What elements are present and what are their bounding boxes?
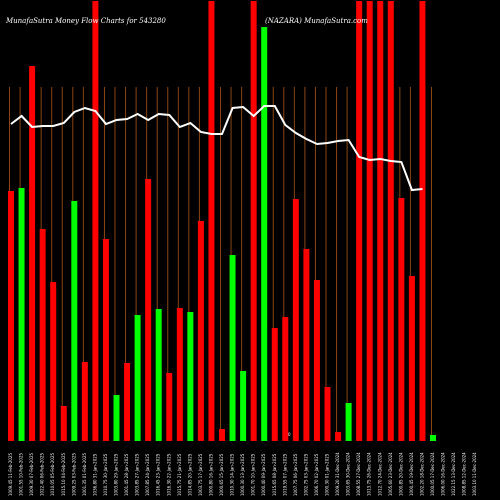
bar [398, 198, 405, 441]
bar [145, 179, 152, 441]
x-tick-label: 1002.75 03-Jan-2025 [303, 453, 308, 496]
x-tick-label: 1036.80 31-Jan-2025 [92, 453, 97, 496]
bar [155, 309, 162, 441]
bar [29, 66, 36, 441]
x-tick-label: 1003.85 27-Jan-2025 [135, 453, 140, 496]
x-tick-label: 1001.70 10-Jan-2025 [251, 453, 256, 496]
x-tick-label: 1006.00 16-Dec-2024 [441, 452, 446, 496]
bar [92, 1, 99, 441]
bar [134, 315, 141, 441]
x-tick-label: 1009.25 03-Feb-2025 [71, 452, 76, 496]
x-tick-label: 1003.80 29-Jan-2025 [114, 453, 119, 496]
x-tick-label: 1022.15 13-Dec-2024 [451, 452, 456, 496]
x-axis-labels: 1009.45 11-Feb-2025 1001.55 10-Feb-2025 10… [8, 452, 477, 496]
zero-marker-label: 0 [288, 432, 291, 437]
bar [419, 1, 426, 441]
bar [324, 387, 331, 441]
bar [187, 312, 194, 441]
bar [271, 328, 278, 441]
x-tick-label: 1009.30 07-Feb-2025 [29, 452, 34, 496]
bar [197, 221, 204, 441]
bar [60, 406, 67, 441]
x-tick-label: 1012.70 24-Dec-2024 [377, 452, 382, 496]
x-tick-label: 1014.85 20-Jan-2025 [187, 453, 192, 496]
x-tick-label: 1000.85 20-Dec-2024 [398, 452, 403, 496]
x-tick-label: 1003.65 30-Dec-2024 [346, 452, 351, 496]
x-tick-label: 1000.65 15-Jan-2025 [219, 453, 224, 496]
bar [229, 255, 236, 441]
chart-subtitle: (NAZARA) MunafaSutra.com [265, 17, 368, 25]
bar [71, 201, 78, 441]
bar [250, 1, 257, 441]
bar [366, 1, 373, 441]
bar [102, 239, 109, 441]
x-tick-label: 1019.55 07-Jan-2025 [282, 453, 287, 496]
x-tick-label: 1001.35 01-Feb-2025 [82, 452, 87, 496]
bar [430, 435, 436, 441]
bar [313, 280, 320, 441]
x-tick-label: 1000.30 13-Jan-2025 [240, 453, 245, 496]
x-tick-label: 1015.10 04-Feb-2025 [61, 452, 66, 496]
x-tick-label: 1007.75 06-Jan-2025 [293, 453, 298, 496]
x-tick-label: 1010.05 05-Feb-2025 [50, 452, 55, 496]
x-tick-label: 1009.45 11-Feb-2025 [8, 452, 13, 496]
x-tick-label: 1010.75 30-Jan-2025 [103, 453, 108, 496]
bar [408, 276, 415, 441]
x-tick-label: 1015.75 21-Jan-2025 [177, 453, 182, 496]
x-tick-label: 1000.45 19-Dec-2024 [409, 452, 414, 496]
bar [303, 249, 310, 441]
x-tick-label: 1009.20 31-Dec-2024 [335, 452, 340, 496]
bar [176, 308, 183, 441]
x-tick-label: 1008.55 27-Dec-2024 [356, 452, 361, 496]
x-tick-label: 1007.85 24-Jan-2025 [145, 453, 150, 496]
x-tick-label: 1013.75 26-Dec-2024 [367, 452, 372, 496]
x-tick-label: 1016.30 22-Jan-2025 [166, 453, 171, 496]
x-tick-label: 1003.75 17-Jan-2025 [198, 453, 203, 496]
x-tick-label: 1000.30 01-Jan-2025 [325, 453, 330, 496]
bars [8, 1, 436, 441]
x-tick-label: 1002.20 18-Dec-2024 [419, 452, 424, 496]
bar [8, 191, 14, 441]
x-tick-label: 1001.45 28-Jan-2025 [124, 453, 129, 496]
bar [124, 363, 131, 441]
bar [282, 317, 289, 441]
bar [240, 371, 247, 441]
bar [335, 432, 342, 441]
bar [81, 362, 88, 441]
chart-title: MunafaSutra Money Flow Charts for 543280 [5, 17, 166, 25]
x-tick-label: 1016.45 23-Jan-2025 [156, 453, 161, 496]
bar [377, 1, 384, 441]
x-tick-label: 1015.65 08-Jan-2025 [272, 453, 277, 496]
bar [261, 27, 268, 441]
bar [208, 1, 215, 441]
bar [113, 395, 120, 441]
x-tick-label: 1006.70 02-Jan-2025 [314, 453, 319, 496]
x-tick-label: 1000.40 09-Jan-2025 [261, 453, 266, 496]
x-tick-label: 1010.30 14-Jan-2025 [230, 453, 235, 496]
bar [356, 1, 363, 441]
x-tick-label: 1000.05 17-Dec-2024 [430, 452, 435, 496]
bar [39, 229, 46, 441]
x-tick-label: 1000.80 16-Jan-2025 [208, 453, 213, 496]
x-tick-label: 1005.60 23-Dec-2024 [388, 452, 393, 496]
x-tick-label: 1008.85 12-Dec-2024 [462, 452, 467, 496]
money-flow-line [10, 105, 423, 192]
bar [219, 429, 225, 441]
bar [345, 403, 352, 441]
bar [50, 282, 57, 441]
x-tick-label: 1003.10 11-Dec-2024 [472, 452, 477, 496]
bar [166, 373, 173, 441]
bar [292, 199, 299, 441]
x-tick-label: 1022.40 06-Feb-2025 [40, 452, 45, 496]
x-tick-label: 1001.55 10-Feb-2025 [19, 452, 24, 496]
bar [18, 188, 25, 441]
bar [387, 1, 394, 441]
